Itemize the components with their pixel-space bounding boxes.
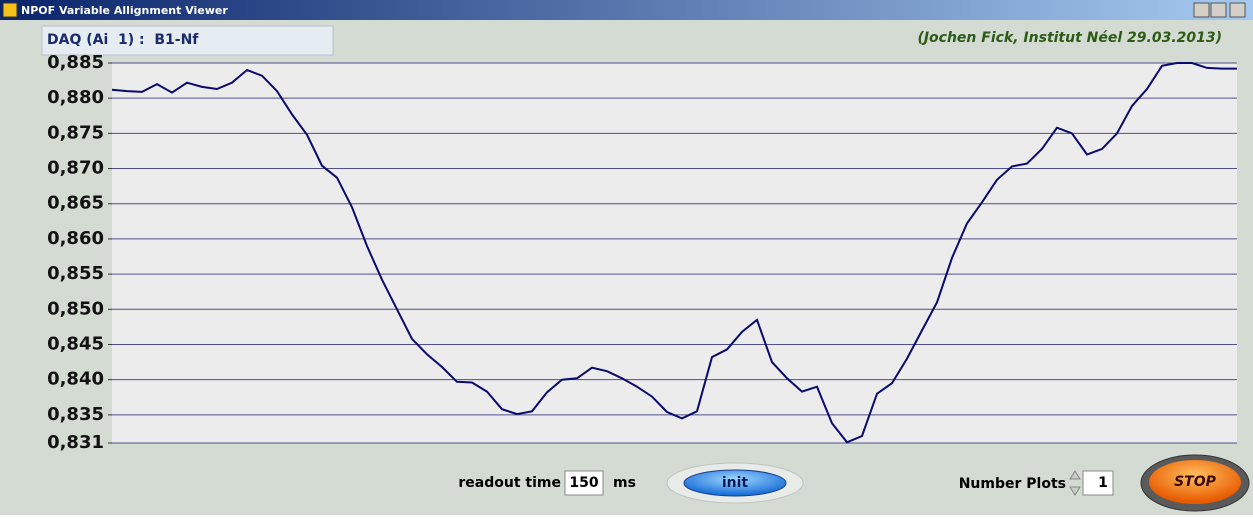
chart: 0,831 0,835 0,840 0,845 0,850 0,855 0,860 0,865… [47,52,1237,453]
y-tick-label: 0,860 [47,228,104,249]
y-tick-label: 0,880 [47,87,104,108]
readout-value: 150 [569,475,598,491]
init-button[interactable]: init [666,462,804,504]
y-tick-label: 0,855 [47,263,104,284]
channel-label: DAQ (Ai 1) : B1-Nf [47,32,199,48]
readout-label: readout time [458,475,561,491]
readout-input[interactable] [564,470,604,496]
close[interactable] [1229,2,1246,18]
y-tick-label: 0,870 [47,158,104,179]
y-tick-label: 0,835 [47,404,104,425]
init-label: init [722,475,749,491]
y-tick-label: 0,875 [47,122,104,143]
channel-box [41,25,334,56]
minimize[interactable] [1193,2,1210,18]
spinner-arrows[interactable] [1069,470,1081,496]
stop-button[interactable]: STOP [1140,454,1250,512]
plots-spinner[interactable] [1069,470,1081,496]
data-line [111,62,1237,444]
readout-unit: ms [613,475,636,491]
y-tick-label: 0,840 [47,369,104,390]
plots-value: 1 [1098,475,1108,491]
y-tick-label: 0,831 [47,432,104,453]
window-title: NPOF Variable Allignment Viewer [21,4,228,17]
stop-face [1149,460,1241,504]
y-tick-label: 0,845 [47,333,104,354]
y-tick-label: 0,865 [47,193,104,214]
y-tick-label: 0,885 [47,52,104,73]
window-buttons[interactable] [1193,2,1246,18]
plots-input[interactable] [1082,470,1114,496]
credit: (Jochen Fick, Institut Néel 29.03.2013) [917,30,1222,46]
plot-area [112,63,1237,443]
app-icon [2,2,18,18]
plots-label: Number Plots [959,476,1066,492]
stop-label: STOP [1174,474,1217,490]
init-face [683,469,787,497]
title-bar [0,0,1253,20]
y-tick-label: 0,850 [47,298,104,319]
maximize[interactable] [1210,2,1227,18]
